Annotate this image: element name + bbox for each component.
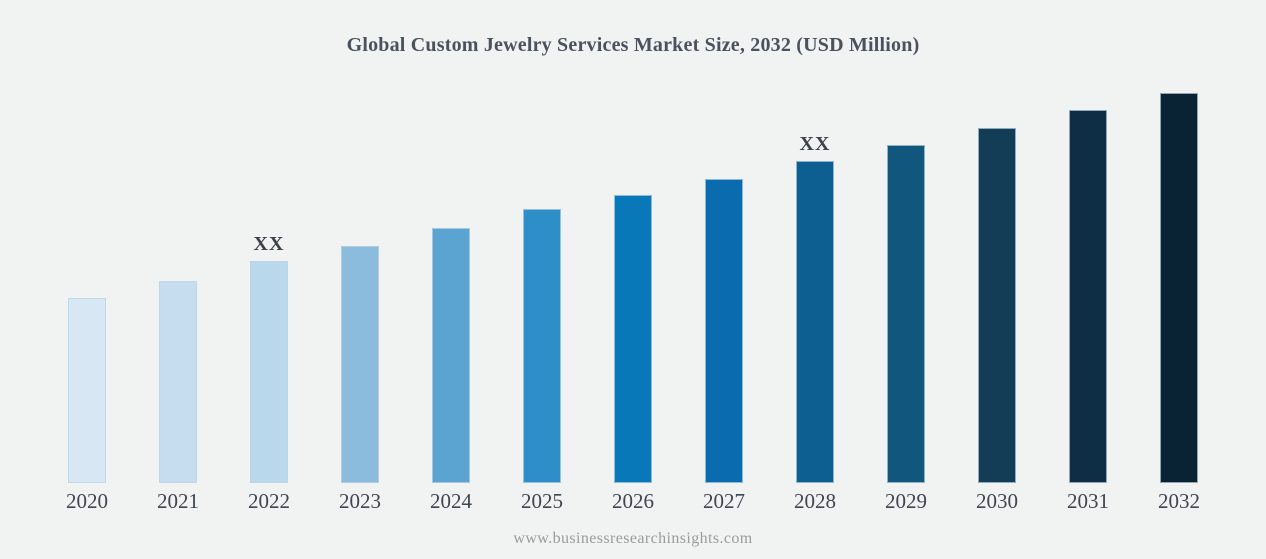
bar-group: 2027 xyxy=(703,179,745,513)
bar-chart: 2020 2021 XX 2022 2023 2024 2025 2026 2027 XX 2028… xyxy=(0,93,1266,513)
bar-group: 2030 xyxy=(976,128,1018,513)
x-axis-label: 2023 xyxy=(339,489,381,513)
x-axis-label: 2026 xyxy=(612,489,654,513)
bar-value-label: XX xyxy=(799,133,831,155)
bar xyxy=(614,195,652,483)
footer-website-url: www.businessresearchinsights.com xyxy=(513,530,753,547)
bar xyxy=(341,246,379,483)
bar xyxy=(796,161,834,483)
x-axis-label: 2020 xyxy=(66,489,108,513)
bar xyxy=(1069,110,1107,483)
x-axis-label: 2029 xyxy=(885,489,927,513)
bar-group: 2032 xyxy=(1158,93,1200,513)
bar-group: XX 2022 xyxy=(248,233,290,513)
bar xyxy=(887,145,925,483)
x-axis-label: 2025 xyxy=(521,489,563,513)
bar xyxy=(1160,93,1198,483)
x-axis-label: 2024 xyxy=(430,489,472,513)
bar-group: 2021 xyxy=(157,281,199,513)
bar-group: 2023 xyxy=(339,246,381,513)
x-axis-label: 2031 xyxy=(1067,489,1109,513)
bar-group: 2025 xyxy=(521,209,563,513)
bar-value-label: XX xyxy=(253,233,285,255)
bar-group: 2024 xyxy=(430,228,472,513)
bar xyxy=(705,179,743,483)
x-axis-label: 2022 xyxy=(248,489,290,513)
bar xyxy=(523,209,561,483)
bar-group: 2020 xyxy=(66,298,108,513)
bar-group: 2026 xyxy=(612,195,654,513)
x-axis-label: 2021 xyxy=(157,489,199,513)
x-axis-label: 2030 xyxy=(976,489,1018,513)
bar xyxy=(68,298,106,483)
x-axis-label: 2032 xyxy=(1158,489,1200,513)
bar-group: XX 2028 xyxy=(794,133,836,513)
bar xyxy=(250,261,288,483)
bar xyxy=(432,228,470,483)
bar-group: 2031 xyxy=(1067,110,1109,513)
chart-title: Global Custom Jewelry Services Market Si… xyxy=(346,34,920,56)
x-axis-label: 2028 xyxy=(794,489,836,513)
bar xyxy=(159,281,197,483)
bar xyxy=(978,128,1016,483)
x-axis-label: 2027 xyxy=(703,489,745,513)
bar-group: 2029 xyxy=(885,145,927,513)
